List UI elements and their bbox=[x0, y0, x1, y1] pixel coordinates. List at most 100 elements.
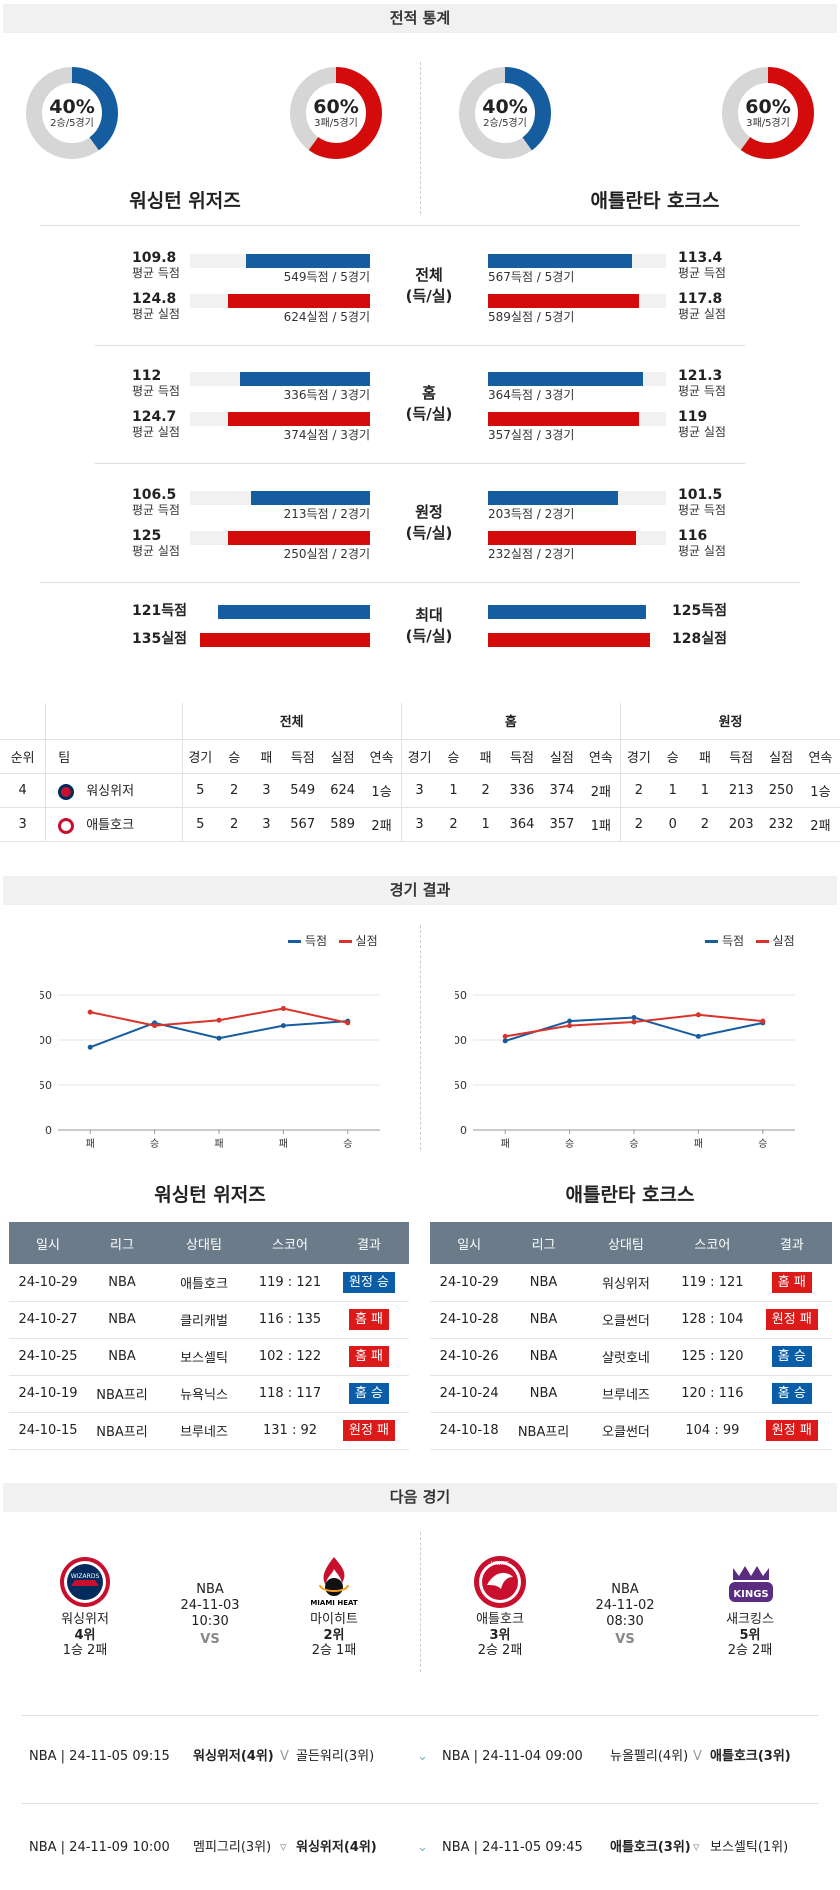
table-row: 24-10-29 NBA 워싱위저 119 : 121 홈 패 bbox=[430, 1264, 832, 1302]
result-cell: 원정 패 bbox=[751, 1301, 832, 1339]
right-avg-score: 113.4 bbox=[678, 250, 723, 266]
results-cell: 브루네즈 bbox=[578, 1375, 674, 1413]
right-avg-lose: 116 bbox=[678, 528, 708, 544]
right-max-lose-bar bbox=[488, 633, 650, 647]
next-datetime: 24-11-03 10:30 bbox=[180, 1598, 240, 1629]
chevron-down-icon: ⌄ bbox=[417, 1749, 428, 1764]
donut-right-lose bbox=[722, 67, 814, 159]
standings-col-header: 실점 bbox=[761, 739, 801, 774]
block-title: 전체 bbox=[415, 266, 443, 284]
standings-col-header: 득점 bbox=[721, 739, 762, 774]
left-max-score-bar bbox=[218, 605, 370, 619]
schedule-team2: 워싱위저(4위) bbox=[296, 1840, 377, 1855]
section-title-results: 경기 결과 bbox=[3, 876, 837, 905]
donut-arc bbox=[26, 67, 118, 159]
results-cell: 24-10-19 bbox=[9, 1375, 87, 1413]
divider bbox=[420, 62, 421, 214]
x-tick-label: 승 bbox=[629, 1138, 638, 1150]
donut-pct: 40% bbox=[49, 96, 95, 118]
results-cell: 128 : 104 bbox=[673, 1301, 752, 1339]
donut-arc bbox=[459, 67, 551, 159]
chart-legend-left: 득점 실점 bbox=[288, 932, 378, 949]
right-avg-score: 101.5 bbox=[678, 487, 723, 503]
next-league: NBA bbox=[196, 1582, 224, 1597]
donut-sub: 3패/5경기 bbox=[746, 118, 790, 129]
y-tick-label: 50 bbox=[455, 1079, 467, 1092]
right-max-score-bar bbox=[488, 605, 647, 619]
right-score-info: 567득점 / 5경기 bbox=[488, 270, 575, 284]
standings-cell: 1승 bbox=[362, 773, 402, 808]
standings-cell: 3 bbox=[250, 773, 283, 808]
donut-sub: 2승/5경기 bbox=[50, 118, 94, 129]
next-home-name: 워싱위저 bbox=[61, 1612, 109, 1627]
standings-cell: 1 bbox=[688, 773, 722, 808]
y-tick-label: 0 bbox=[460, 1124, 467, 1137]
data-point bbox=[280, 1023, 286, 1029]
result-cell: 원정 패 bbox=[329, 1412, 409, 1450]
donut-left-win bbox=[26, 67, 118, 159]
standings-cell: 2패 bbox=[800, 807, 840, 842]
line-chart-left: 0 50 100 150 패 승 패 패 승 bbox=[40, 989, 380, 1150]
standings-cell: 2 bbox=[437, 807, 470, 842]
right-lose-info: 589실점 / 5경기 bbox=[488, 310, 575, 324]
donut-arc bbox=[722, 67, 814, 159]
results-cell: NBA프리 bbox=[87, 1375, 157, 1413]
standings-col-header: 실점 bbox=[542, 739, 582, 774]
result-cell: 홈 승 bbox=[751, 1338, 832, 1376]
standings-col-header: 연속 bbox=[362, 739, 402, 774]
data-point bbox=[152, 1023, 158, 1029]
divider bbox=[420, 1532, 421, 1672]
standings-cell: 589 bbox=[322, 807, 363, 842]
vs-label: VS bbox=[615, 1632, 635, 1647]
hawks-logo-icon: HAWKS bbox=[474, 1556, 526, 1608]
results-table-left: 일시 리그 상대팀 스코어 결과 24-10-29 NBA 애틀호크 119 : 121 원정 … bbox=[9, 1222, 409, 1450]
results-cell: NBA bbox=[508, 1301, 579, 1339]
donut-label: 40% 2승/5경기 bbox=[42, 96, 102, 130]
results-table-right: 일시 리그 상대팀 스코어 결과 24-10-29 NBA 워싱위저 119 : 121 홈 패… bbox=[430, 1222, 832, 1450]
legend-swatch bbox=[755, 940, 769, 943]
x-tick-label: 승 bbox=[150, 1138, 159, 1150]
standings-cell: 374 bbox=[542, 773, 582, 808]
data-point bbox=[631, 1019, 637, 1025]
result-badge: 홈 패 bbox=[348, 1346, 390, 1367]
legend-lose: 실점 bbox=[772, 934, 795, 948]
right-avg-lose-label: 평균 실점 bbox=[678, 307, 726, 321]
schedule-team1: 애틀호크(3위) bbox=[610, 1840, 691, 1855]
left-lose-bar bbox=[227, 531, 370, 545]
result-badge: 홈 패 bbox=[348, 1309, 390, 1330]
left-avg-score: 109.8 bbox=[132, 250, 177, 266]
donut-pct: 40% bbox=[482, 96, 528, 118]
standings-col-header: 승 bbox=[218, 739, 251, 774]
left-avg-score-label: 평균 득점 bbox=[132, 266, 180, 280]
results-cell: 24-10-25 bbox=[9, 1338, 87, 1376]
divider bbox=[95, 345, 745, 346]
right-max-lose: 128실점 bbox=[672, 631, 727, 647]
schedule-team1: 멤피그리(3위) bbox=[193, 1840, 272, 1855]
next-home-rank: 4위 bbox=[74, 1628, 96, 1643]
standings-col-header: 경기 bbox=[182, 739, 219, 774]
vs-label: VS bbox=[200, 1632, 220, 1647]
result-badge: 홈 승 bbox=[771, 1346, 812, 1367]
table-row: 24-10-24 NBA 브루네즈 120 : 116 홈 승 bbox=[430, 1375, 832, 1413]
standings-cell: 364 bbox=[501, 807, 543, 842]
right-avg-score-label: 평균 득점 bbox=[678, 503, 726, 517]
standings-col-header: 연속 bbox=[800, 739, 840, 774]
donut-sub: 2승/5경기 bbox=[483, 118, 527, 129]
left-lose-info: 250실점 / 2경기 bbox=[283, 547, 370, 561]
shield-icon: ▿ bbox=[693, 1840, 700, 1855]
left-avg-lose-label: 평균 실점 bbox=[132, 307, 180, 321]
shield-icon: ▿ bbox=[280, 1840, 287, 1855]
results-cell: 워싱위저 bbox=[578, 1264, 674, 1302]
schedule-info: NBA | 24-11-05 09:15 bbox=[29, 1749, 170, 1764]
x-tick-label: 패 bbox=[86, 1138, 95, 1150]
donut-label: 60% 3패/5경기 bbox=[306, 96, 366, 130]
results-cell: 116 : 135 bbox=[251, 1301, 329, 1339]
right-score-info: 364득점 / 3경기 bbox=[488, 388, 575, 402]
y-tick-label: 150 bbox=[40, 989, 52, 1002]
standings-header: 순위 팀 경기 승 패 득점 실점 연속 경기 승 패 득점 실점 연속 경기 승 패 득점 실점 연속 bbox=[0, 739, 840, 774]
right-avg-score: 121.3 bbox=[678, 368, 723, 384]
data-point bbox=[87, 1009, 93, 1015]
right-avg-lose: 117.8 bbox=[678, 291, 723, 307]
x-tick-label: 승 bbox=[343, 1138, 352, 1150]
results-cell: 119 : 121 bbox=[251, 1264, 329, 1302]
